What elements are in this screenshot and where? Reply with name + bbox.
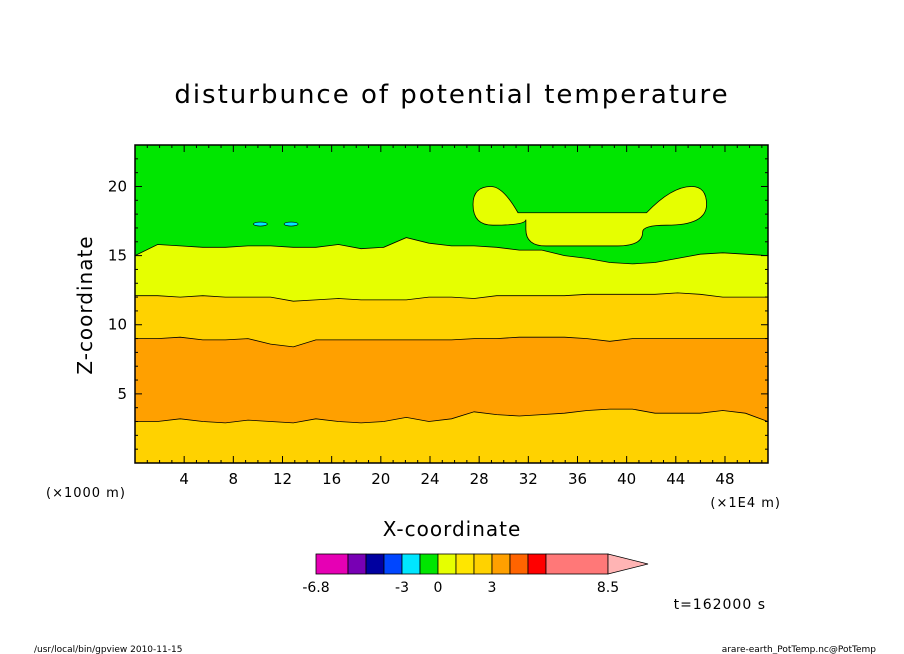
colorbar-label: -3 <box>395 580 409 596</box>
x-unit-left: (×1000 m) <box>46 486 126 501</box>
cyan-patches-2 <box>283 221 299 227</box>
x-tick-label: 28 <box>470 470 489 488</box>
cyan-patches-1 <box>253 221 268 227</box>
x-tick-label: 24 <box>420 470 439 488</box>
y-tick-label: 5 <box>117 385 127 403</box>
y-tick-label: 15 <box>108 247 127 265</box>
x-tick-label: 40 <box>617 470 636 488</box>
x-tick-label: 12 <box>273 470 292 488</box>
colorbar-cell <box>455 553 475 575</box>
colorbar-cell <box>419 553 439 575</box>
x-tick-label: 8 <box>229 470 239 488</box>
colorbar-cell <box>401 553 421 575</box>
colorbar-label: 3 <box>488 580 497 596</box>
band-low <box>134 408 769 464</box>
colorbar-cell <box>509 553 529 575</box>
colorbar-extend-arrow <box>607 553 649 575</box>
colorbar-cell <box>491 553 511 575</box>
y-axis-label: Z-coordinate <box>73 235 97 374</box>
x-tick-label: 48 <box>715 470 734 488</box>
plot-frame <box>134 144 769 464</box>
plot-area <box>134 144 769 464</box>
colorbar-cell <box>383 553 403 575</box>
x-tick-label: 4 <box>179 470 189 488</box>
x-tick-label: 32 <box>519 470 538 488</box>
colorbar: -6.8 -3 0 3 8.5 <box>302 553 649 596</box>
footer-right: arare-earth_PotTemp.nc@PotTemp <box>722 645 877 654</box>
x-tick-label: 44 <box>666 470 685 488</box>
colorbar-label: 0 <box>434 580 443 596</box>
footer-left: /usr/local/bin/gpview 2010-11-15 <box>34 645 182 654</box>
x-tick-label: 36 <box>568 470 587 488</box>
time-label: t=162000 s <box>674 597 766 613</box>
colorbar-cell <box>347 553 367 575</box>
colorbar-cell <box>473 553 493 575</box>
x-tick-label: 20 <box>371 470 390 488</box>
colorbar-cell <box>315 553 349 575</box>
x-axis-label: X-coordinate <box>383 517 522 541</box>
colorbar-label: 8.5 <box>597 580 619 596</box>
y-tick-label: 20 <box>108 177 127 195</box>
colorbar-cell <box>437 553 457 575</box>
x-unit-right: (×1E4 m) <box>710 496 781 511</box>
colorbar-label: -6.8 <box>302 580 329 596</box>
colorbar-cell <box>365 553 385 575</box>
upper-yellow-anvil <box>472 186 707 247</box>
colorbar-cell <box>527 553 547 575</box>
x-tick-label: 16 <box>322 470 341 488</box>
chart-title: disturbunce of potential temperature <box>174 80 729 110</box>
colorbar-cell <box>545 553 609 575</box>
y-tick-label: 10 <box>108 316 127 334</box>
